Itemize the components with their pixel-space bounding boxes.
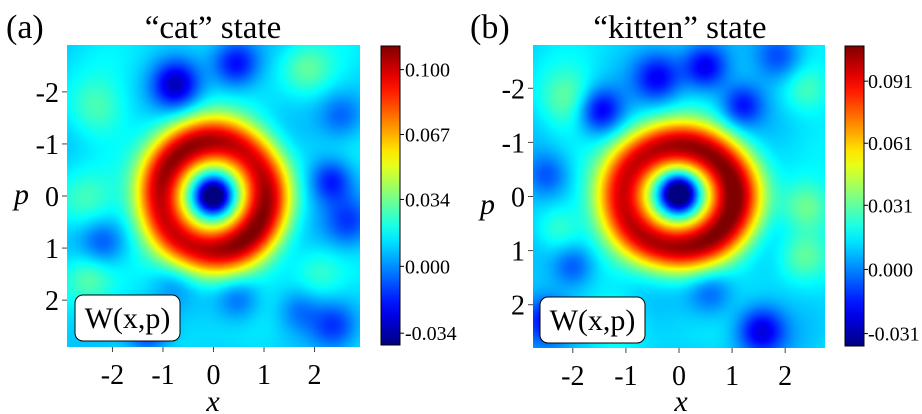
x-tick-label: -2 <box>101 360 124 391</box>
y-tick-label: 0 <box>511 183 525 214</box>
x-tick-label: 1 <box>725 361 739 392</box>
x-tick-label: 0 <box>207 360 221 391</box>
colorbar-tick-label: 0.061 <box>868 133 913 155</box>
annotation-label: W(x,p) <box>550 304 636 337</box>
panel-label: (a) <box>6 9 44 46</box>
panel-label: (b) <box>470 9 510 46</box>
panel-cat: (a) “cat” state -2 -1 0 1 2 -2 -1 0 1 2 p x W(x,p) 0.10… <box>6 9 457 414</box>
colorbar-tick-label: 0.000 <box>405 256 450 278</box>
chart-title: “cat” state <box>145 10 281 46</box>
x-axis-label: x <box>673 385 688 414</box>
colorbar <box>844 45 865 347</box>
y-tick-label: 2 <box>45 286 59 317</box>
colorbar-tick-label: 0.000 <box>868 259 913 281</box>
annotation-box <box>74 294 181 342</box>
annotation-box <box>539 296 646 344</box>
x-tick-label: 0 <box>672 361 686 392</box>
colorbar-tick-label: -0.034 <box>405 323 457 345</box>
colorbar-tick-label: 0.067 <box>405 125 450 147</box>
y-tick-label: 1 <box>45 234 59 265</box>
colorbar-tick-label: -0.031 <box>868 324 920 346</box>
x-tick-label: -1 <box>151 360 174 391</box>
y-tick-label: 1 <box>511 237 525 268</box>
y-tick-label: 2 <box>511 291 525 322</box>
x-tick-label: -1 <box>614 361 637 392</box>
y-tick-label: 0 <box>45 182 59 213</box>
x-axis-label: x <box>205 385 220 414</box>
colorbar-tick-label: 0.031 <box>868 195 913 217</box>
colorbar-tick-label: 0.034 <box>405 189 450 211</box>
x-tick-label: 1 <box>257 360 271 391</box>
colorbar-tick-label: 0.091 <box>868 71 913 93</box>
y-axis-label: p <box>12 178 29 211</box>
chart-title: “kitten” state <box>593 10 766 46</box>
panel-kitten: (b) “kitten” state -2 -1 0 1 2 -2 -1 0 1 2 p x W(x,p) 0… <box>470 9 920 414</box>
colorbar-tick-label: 0.100 <box>405 60 450 82</box>
x-tick-label: 2 <box>778 361 792 392</box>
y-axis-label: p <box>478 188 495 221</box>
x-tick-label: 2 <box>308 360 322 391</box>
y-tick-label: -1 <box>36 130 59 161</box>
colorbar <box>380 45 401 346</box>
y-tick-label: -2 <box>502 74 525 105</box>
x-tick-label: -2 <box>561 361 584 392</box>
annotation-label: W(x,p) <box>85 302 171 335</box>
y-tick-label: -1 <box>502 128 525 159</box>
y-tick-label: -2 <box>36 78 59 109</box>
